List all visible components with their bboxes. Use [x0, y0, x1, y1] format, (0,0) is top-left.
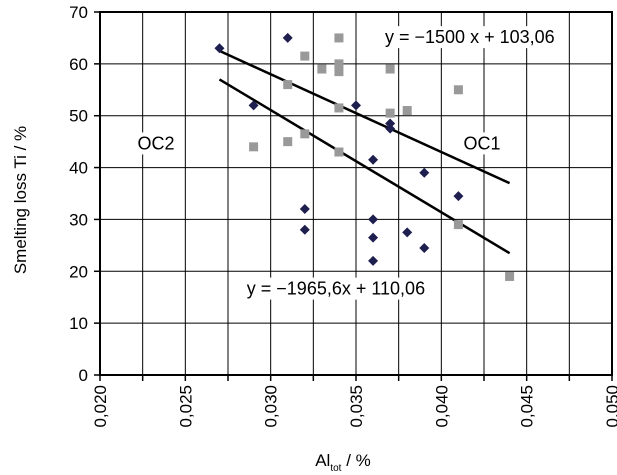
- y-tick-label: 50: [69, 107, 88, 126]
- x-axis-label: Altot / %: [315, 451, 371, 474]
- data-point-oc2: [385, 118, 396, 129]
- annotation-background: [243, 277, 429, 300]
- data-point-oc1: [402, 106, 412, 116]
- y-tick-label: 60: [69, 55, 88, 74]
- data-point-oc2: [419, 242, 430, 253]
- grid-lines: [94, 11, 613, 381]
- data-point-oc1: [300, 129, 310, 139]
- data-point-oc2: [248, 100, 259, 111]
- data-point-oc2: [385, 123, 396, 134]
- y-tick-labels: 0 10 20 30 40 50 60 70: [69, 3, 88, 385]
- data-points: [214, 32, 515, 281]
- trendline: [218, 78, 511, 255]
- annotation-background: [460, 132, 504, 155]
- data-point-oc1: [385, 64, 395, 74]
- data-point-oc2: [368, 154, 379, 165]
- annotation-label: OC2: [138, 133, 175, 153]
- data-point-oc2: [453, 191, 464, 202]
- x-tick-label: 0,040: [432, 385, 451, 428]
- data-point-oc2: [368, 214, 379, 225]
- data-point-oc2: [282, 32, 293, 43]
- annotation-label: y = −1500 x + 103,06: [385, 27, 555, 47]
- x-tick-label: 0,020: [91, 385, 110, 428]
- y-axis-label: Smelting loss Ti / %: [11, 126, 30, 274]
- data-point-oc1: [385, 108, 395, 118]
- plot-frame: [99, 11, 613, 376]
- data-point-oc1: [505, 271, 515, 281]
- data-point-oc2: [214, 43, 225, 54]
- annotation-label: OC1: [464, 133, 501, 153]
- x-tick-labels: 0,020 0,025 0,030 0,035 0,040 0,045 0,050: [91, 385, 617, 428]
- data-point-oc1: [453, 220, 463, 230]
- data-point-oc1: [334, 103, 344, 113]
- data-point-oc2: [368, 232, 379, 243]
- y-tick-label: 0: [79, 366, 88, 385]
- x-tick-label: 0,050: [603, 385, 617, 428]
- x-tick-label: 0,025: [176, 385, 195, 428]
- x-tick-label: 0,035: [347, 385, 366, 428]
- trendline: [218, 49, 511, 185]
- data-point-oc1: [334, 67, 344, 77]
- data-point-oc1: [300, 51, 310, 61]
- data-point-oc2: [402, 227, 413, 238]
- data-point-oc2: [368, 255, 379, 266]
- y-tick-label: 30: [69, 210, 88, 229]
- data-point-oc1: [453, 85, 463, 95]
- y-tick-label: 10: [69, 314, 88, 333]
- y-tick-label: 20: [69, 262, 88, 281]
- x-tick-label: 0,030: [262, 385, 281, 428]
- data-point-oc1: [249, 142, 259, 152]
- data-point-oc2: [299, 204, 310, 215]
- x-tick-label: 0,045: [518, 385, 537, 428]
- data-point-oc2: [419, 167, 430, 178]
- data-point-oc2: [299, 224, 310, 235]
- data-point-oc1: [334, 59, 344, 69]
- data-point-oc1: [334, 33, 344, 43]
- annotation-background: [382, 26, 558, 49]
- y-tick-label: 40: [69, 159, 88, 178]
- annotation-label: y = −1965,6x + 110,06: [247, 279, 425, 299]
- data-point-oc1: [334, 147, 344, 157]
- y-tick-label: 70: [69, 3, 88, 22]
- data-point-oc1: [317, 64, 327, 74]
- data-point-oc2: [351, 100, 361, 111]
- chart-annotations: y = −1500 x + 103,06 y = −1965,6x + 110,0…: [134, 26, 558, 300]
- annotation-background: [134, 132, 178, 155]
- data-point-oc1: [283, 80, 293, 90]
- data-point-oc1: [283, 137, 293, 147]
